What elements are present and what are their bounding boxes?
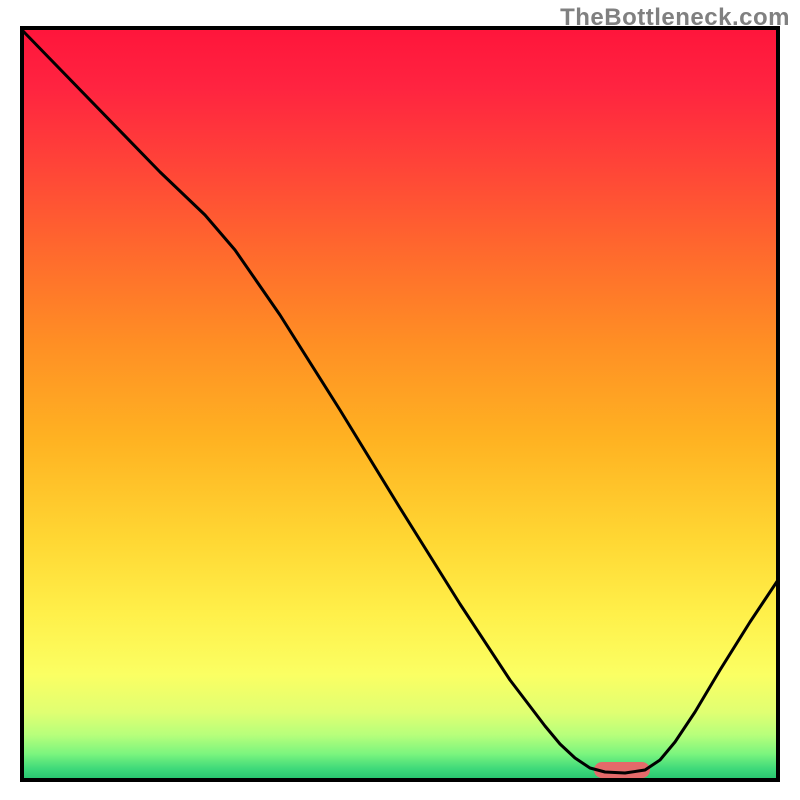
chart-wrapper: TheBottleneck.com bbox=[0, 0, 800, 800]
bottleneck-chart bbox=[0, 0, 800, 800]
watermark-text: TheBottleneck.com bbox=[560, 4, 790, 32]
gradient-background bbox=[22, 28, 778, 780]
